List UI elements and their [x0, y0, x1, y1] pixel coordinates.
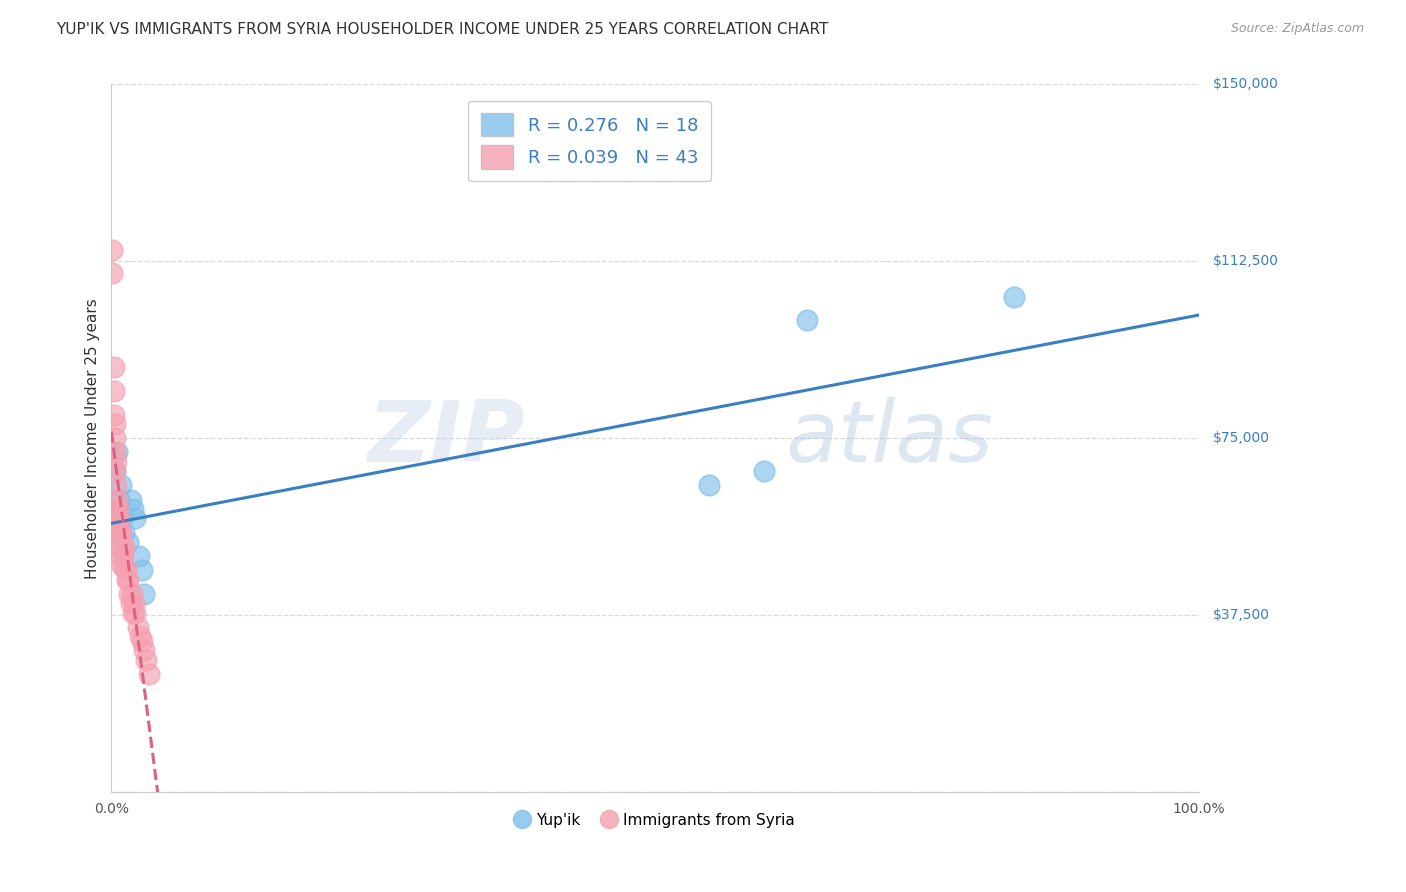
Point	[103, 408, 125, 422]
Point	[112, 549, 135, 563]
Point	[108, 492, 131, 507]
Point	[105, 492, 128, 507]
Point	[101, 243, 124, 257]
Point	[104, 445, 127, 459]
Point	[114, 558, 136, 573]
Point	[124, 606, 146, 620]
Point	[120, 492, 142, 507]
Y-axis label: Householder Income Under 25 years: Householder Income Under 25 years	[86, 298, 100, 579]
Text: $150,000: $150,000	[1212, 78, 1278, 92]
Point	[131, 563, 153, 577]
Point	[104, 417, 127, 431]
Point	[103, 384, 125, 398]
Text: ZIP: ZIP	[367, 397, 524, 480]
Point	[105, 511, 128, 525]
Point	[127, 620, 149, 634]
Point	[108, 540, 131, 554]
Point	[115, 573, 138, 587]
Point	[101, 266, 124, 280]
Point	[111, 558, 134, 573]
Point	[752, 464, 775, 478]
Point	[111, 511, 134, 525]
Point	[699, 478, 721, 492]
Point	[110, 549, 132, 563]
Point	[796, 313, 818, 327]
Point	[105, 525, 128, 540]
Point	[105, 445, 128, 459]
Text: Source: ZipAtlas.com: Source: ZipAtlas.com	[1230, 22, 1364, 36]
Text: $75,000: $75,000	[1212, 431, 1270, 445]
Point	[132, 643, 155, 657]
Point	[104, 464, 127, 478]
Text: atlas: atlas	[786, 397, 994, 480]
Point	[138, 667, 160, 681]
Point	[108, 525, 131, 540]
Text: YUP'IK VS IMMIGRANTS FROM SYRIA HOUSEHOLDER INCOME UNDER 25 YEARS CORRELATION CH: YUP'IK VS IMMIGRANTS FROM SYRIA HOUSEHOL…	[56, 22, 828, 37]
Point	[131, 634, 153, 648]
Point	[104, 455, 127, 469]
Point	[111, 540, 134, 554]
Point	[132, 587, 155, 601]
Point	[107, 516, 129, 530]
Point	[117, 573, 139, 587]
Text: $112,500: $112,500	[1212, 254, 1278, 268]
Point	[104, 478, 127, 492]
Point	[108, 525, 131, 540]
Point	[128, 549, 150, 563]
Point	[122, 596, 145, 610]
Legend: Yup'ik, Immigrants from Syria: Yup'ik, Immigrants from Syria	[509, 806, 800, 834]
Point	[121, 587, 143, 601]
Point	[118, 587, 141, 601]
Point	[120, 596, 142, 610]
Point	[114, 525, 136, 540]
Point	[114, 563, 136, 577]
Point	[124, 511, 146, 525]
Point	[108, 511, 131, 525]
Point	[104, 431, 127, 445]
Point	[135, 653, 157, 667]
Text: $37,500: $37,500	[1212, 608, 1270, 622]
Point	[107, 502, 129, 516]
Point	[117, 535, 139, 549]
Point	[122, 606, 145, 620]
Point	[104, 464, 127, 478]
Point	[104, 502, 127, 516]
Point	[110, 478, 132, 492]
Point	[103, 360, 125, 375]
Point	[110, 525, 132, 540]
Point	[122, 502, 145, 516]
Point	[1002, 290, 1025, 304]
Point	[114, 540, 136, 554]
Point	[128, 629, 150, 643]
Point	[108, 502, 131, 516]
